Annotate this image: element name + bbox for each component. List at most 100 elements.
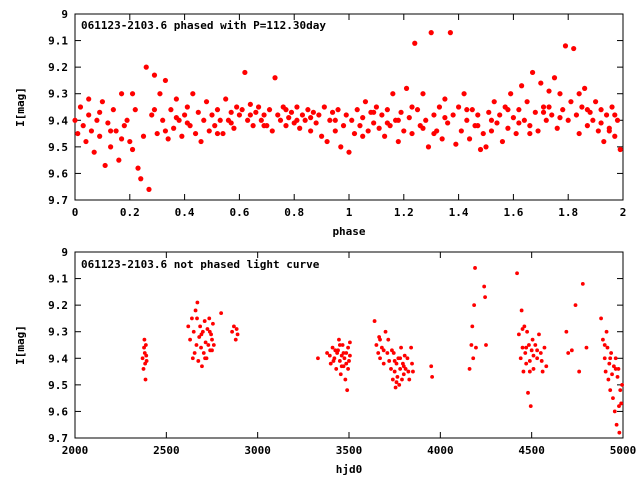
data-point: [199, 332, 204, 337]
data-point: [456, 104, 462, 110]
data-point: [144, 353, 149, 358]
data-point: [528, 404, 533, 409]
data-points: [140, 266, 624, 435]
data-point: [83, 138, 89, 145]
data-point: [97, 109, 103, 115]
data-point: [593, 99, 599, 105]
data-point: [614, 422, 619, 427]
data-point: [382, 133, 388, 139]
data-point: [132, 107, 138, 113]
data-point: [390, 91, 396, 97]
x-tick-label: 2500: [153, 444, 180, 457]
data-point: [395, 138, 401, 145]
data-point: [617, 430, 622, 435]
data-point: [483, 295, 487, 300]
data-point: [543, 117, 549, 123]
data-point: [470, 324, 475, 329]
y-tick-label: 9.3: [48, 88, 68, 101]
data-point: [342, 356, 347, 361]
data-point: [77, 104, 84, 110]
data-point: [316, 356, 320, 361]
data-point: [325, 351, 329, 355]
data-point: [609, 351, 614, 355]
data-point: [505, 125, 511, 131]
data-point: [196, 359, 201, 363]
data-point: [113, 128, 119, 134]
data-point: [527, 130, 533, 137]
data-point: [333, 348, 338, 353]
data-point: [613, 367, 618, 371]
data-point: [173, 96, 179, 102]
data-point: [607, 361, 612, 366]
chart-title: 061123-2103.6 phased with P=112.30day: [81, 19, 326, 32]
data-point: [469, 343, 474, 347]
data-point: [234, 327, 239, 331]
data-point: [214, 130, 221, 137]
data-point: [236, 112, 242, 118]
data-point: [144, 359, 149, 363]
data-point: [423, 117, 429, 123]
data-point: [601, 138, 607, 145]
data-point: [118, 136, 125, 142]
data-point: [393, 385, 398, 390]
data-point: [406, 369, 411, 374]
data-point: [518, 356, 523, 361]
data-point: [253, 109, 259, 115]
data-point: [560, 107, 566, 113]
data-point: [571, 45, 577, 52]
data-point: [535, 128, 541, 134]
data-point: [610, 372, 614, 377]
data-point: [516, 107, 522, 113]
data-point: [564, 329, 569, 334]
data-point: [154, 130, 160, 137]
data-point: [464, 107, 470, 113]
data-point: [327, 353, 332, 358]
data-point: [195, 300, 200, 305]
data-point: [384, 107, 390, 113]
data-point: [151, 72, 158, 78]
data-point: [582, 85, 588, 91]
data-point: [420, 91, 426, 97]
data-point: [199, 345, 203, 350]
data-point: [475, 123, 481, 129]
x-tick-label: 1.6: [503, 206, 523, 219]
y-tick-label: 9.7: [48, 194, 68, 207]
data-point: [330, 345, 335, 350]
data-point: [609, 104, 615, 110]
data-point: [192, 351, 197, 355]
data-point: [557, 115, 563, 121]
data-point: [201, 117, 207, 123]
data-point: [316, 112, 322, 118]
data-point: [397, 382, 402, 387]
data-point: [384, 120, 390, 126]
data-point: [398, 367, 403, 371]
data-point: [297, 125, 303, 131]
data-point: [110, 107, 116, 113]
data-point: [390, 377, 395, 382]
y-tick-label: 9.1: [48, 273, 68, 286]
data-point: [308, 115, 314, 121]
data-point: [211, 343, 216, 347]
data-point: [195, 316, 199, 321]
data-point: [573, 112, 580, 118]
data-point: [606, 377, 611, 382]
data-point: [378, 356, 382, 361]
data-point: [529, 69, 536, 76]
data-point: [525, 329, 529, 334]
data-point: [337, 337, 341, 342]
data-point: [615, 374, 620, 379]
data-point: [611, 396, 615, 401]
data-point: [141, 367, 146, 371]
data-point: [602, 343, 607, 347]
data-point: [445, 120, 451, 126]
data-point: [143, 64, 149, 70]
data-point: [186, 324, 191, 329]
data-point: [258, 117, 264, 123]
data-point: [508, 91, 514, 97]
data-point: [339, 364, 344, 369]
data-point: [88, 128, 95, 134]
data-point: [505, 107, 511, 113]
data-point: [348, 353, 352, 358]
data-point: [527, 369, 532, 374]
data-point: [473, 266, 477, 270]
